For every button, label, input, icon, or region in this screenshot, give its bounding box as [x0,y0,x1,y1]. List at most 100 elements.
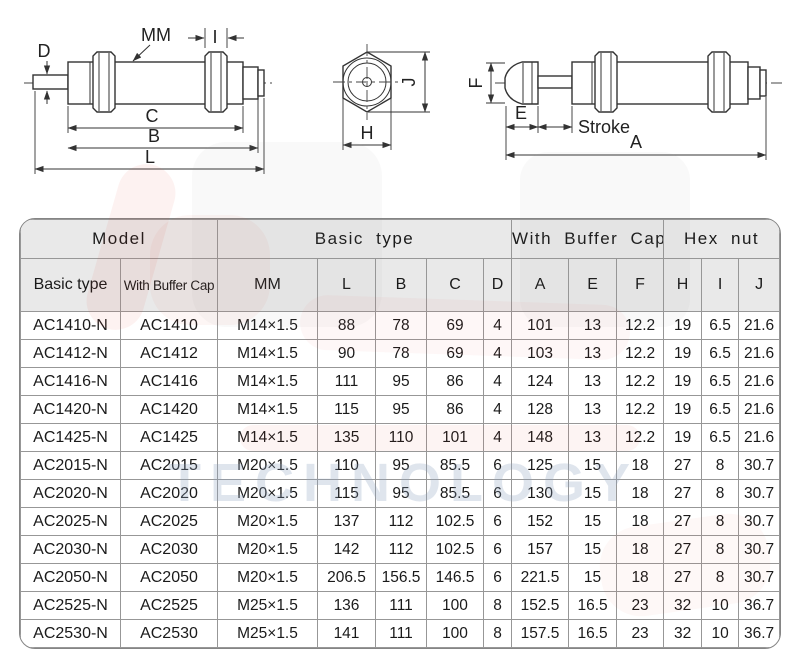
header-group-basic-type: Basic type [216,219,513,259]
spec-cell: 8 [482,591,513,620]
spec-cell: AC2525 [120,591,218,620]
spec-cell: 101 [511,311,570,340]
spec-cell: 157 [511,535,570,564]
spec-cell: 95 [375,451,427,480]
spec-cell: 6.5 [701,395,740,424]
spec-cell: 12.2 [616,423,665,452]
spec-cell: 13 [568,339,618,368]
spec-cell: AC1420 [120,395,218,424]
spec-cell: 15 [568,507,618,536]
spec-cell: AC1412 [120,339,218,368]
spec-cell: 18 [616,451,665,480]
spec-table-container: Model Basic type With Buffer Cap Hex nut… [19,218,781,649]
spec-cell: 6 [482,507,513,536]
spec-cell: 27 [663,451,703,480]
spec-cell: M14×1.5 [217,423,318,452]
spec-cell: 15 [568,535,618,564]
spec-cell: 23 [616,591,665,620]
label-mm-thread: MM [141,25,171,45]
spec-cell: 13 [568,311,618,340]
spec-cell: 6.5 [701,367,740,396]
spec-cell: 124 [511,367,570,396]
column-header-10: H [663,258,703,312]
spec-cell: 8 [701,451,740,480]
spec-cell: 6.5 [701,423,740,452]
column-header-7: A [511,258,570,312]
spec-cell: 95 [375,367,427,396]
spec-cell: 112 [375,507,427,536]
spec-cell: 30.7 [738,535,780,564]
spec-cell: 85.5 [426,479,484,508]
spec-cell: 15 [568,479,618,508]
spec-cell: 16.5 [568,591,618,620]
spec-cell: 95 [375,395,427,424]
dim-label-c: C [146,106,159,126]
table-row: AC1410-N AC1410 M14×1.5 88 78 69 4 101 13 12.2 19 6… [20,311,780,340]
spec-cell: 32 [663,619,703,648]
spec-cell: 6 [482,451,513,480]
spec-cell: 148 [511,423,570,452]
dim-label-h: H [361,123,374,143]
spec-cell: AC2025-N [20,507,121,536]
absorber-side-view: MM I D C B L [24,25,272,174]
column-header-11: I [701,258,740,312]
spec-cell: 103 [511,339,570,368]
header-group-row: Model Basic type With Buffer Cap Hex nut [20,219,780,259]
spec-cell: 86 [426,395,484,424]
spec-cell: 15 [568,451,618,480]
column-header-2: MM [217,258,318,312]
spec-cell: 157.5 [511,619,570,648]
spec-cell: 4 [482,367,513,396]
spec-cell: 8 [701,535,740,564]
spec-cell: 30.7 [738,479,780,508]
spec-cell: AC1412-N [20,339,121,368]
column-header-9: F [616,258,665,312]
spec-cell: 21.6 [738,395,780,424]
spec-cell: AC2530-N [20,619,121,648]
label-i-nut-width: I [212,27,217,47]
spec-cell: AC2030-N [20,535,121,564]
spec-cell: 8 [701,479,740,508]
spec-cell: 110 [317,451,376,480]
spec-cell: M25×1.5 [217,619,318,648]
column-header-8: E [568,258,618,312]
spec-cell: M14×1.5 [217,311,318,340]
dim-label-e: E [515,103,527,123]
spec-cell: 141 [317,619,376,648]
table-row: AC2025-N AC2025 M20×1.5 137 112 102.5 6 152 15 18… [20,507,780,536]
spec-cell: 69 [426,311,484,340]
spec-cell: AC2015 [120,451,218,480]
spec-cell: 12.2 [616,367,665,396]
spec-cell: 8 [482,619,513,648]
spec-cell: 18 [616,507,665,536]
spec-cell: 19 [663,395,703,424]
spec-cell: AC1420-N [20,395,121,424]
spec-cell: 110 [375,423,427,452]
spec-cell: 27 [663,479,703,508]
spec-cell: 32 [663,591,703,620]
spec-cell: 102.5 [426,507,484,536]
spec-cell: 19 [663,423,703,452]
spec-cell: M20×1.5 [217,535,318,564]
dim-label-j: J [399,78,419,87]
table-row: AC2530-N AC2530 M25×1.5 141 111 100 8 157.5 16.5… [20,619,780,648]
spec-cell: 135 [317,423,376,452]
spec-cell: 12.2 [616,311,665,340]
spec-cell: AC1425-N [20,423,121,452]
spec-cell: AC2020 [120,479,218,508]
spec-cell: 137 [317,507,376,536]
spec-cell: 78 [375,339,427,368]
spec-cell: 115 [317,479,376,508]
spec-cell: 21.6 [738,367,780,396]
spec-cell: 13 [568,367,618,396]
spec-cell: AC2530 [120,619,218,648]
spec-cell: 36.7 [738,619,780,648]
dim-label-f: F [466,78,486,89]
spec-cell: 221.5 [511,563,570,592]
spec-cell: 125 [511,451,570,480]
spec-cell: 6 [482,535,513,564]
spec-table: Model Basic type With Buffer Cap Hex nut… [20,219,780,648]
spec-cell: 27 [663,507,703,536]
spec-cell: M20×1.5 [217,507,318,536]
spec-cell: 15 [568,563,618,592]
